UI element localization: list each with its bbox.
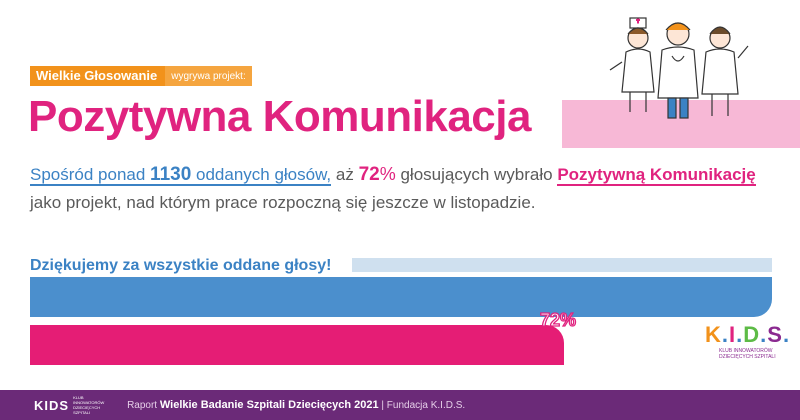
intro-phrase: Spośród ponad 1130 oddanych głosów, [30, 164, 332, 186]
paragraph-line2: jako projekt, nad którym prace rozpoczną… [30, 193, 536, 212]
thanks-band [352, 258, 772, 272]
vote-count: 1130 [150, 164, 192, 185]
thanks-message: Dziękujemy za wszystkie oddane głosy! [30, 257, 332, 274]
footer-report-title: Wielkie Badanie Szpitali Dziecięcych 202… [159, 399, 379, 411]
vote-tag-light: wygrywa projekt: [165, 66, 252, 86]
footer-logo: KIDS [34, 397, 70, 413]
progress-fill [30, 325, 564, 365]
progress-track [30, 277, 772, 317]
footer-credit: Raport Wielkie Badanie Szpitali Dziecięc… [127, 399, 466, 411]
page-title: Pozytywna Komunikacja [28, 92, 531, 141]
result-paragraph: Spośród ponad 1130 oddanych głosów, aż 7… [30, 164, 756, 212]
footer: KIDS KLUB INNOWATORÓW DZIECIĘCYCH SZPITA… [0, 390, 800, 420]
vote-tag-strong: Wielkie Głosowanie [30, 66, 166, 86]
vote-percent: 72 [358, 164, 380, 185]
progress-label: 72% [539, 309, 577, 330]
footer-logo-subline: KLUB INNOWATORÓW DZIECIĘCYCH SZPITALI [73, 395, 105, 415]
three-doctors-illustration [609, 17, 749, 119]
winning-project: Pozytywną Komunikację [557, 165, 756, 186]
vote-tag: Wielkie Głosowanie wygrywa projekt: [30, 66, 252, 86]
kids-logo: K.I.D.S. KLUB INNOWATORÓW DZIECIĘCYCH SZ… [705, 322, 791, 360]
kids-logo-subline: KLUB INNOWATORÓW DZIECIĘCYCH SZPITALI [719, 348, 776, 360]
